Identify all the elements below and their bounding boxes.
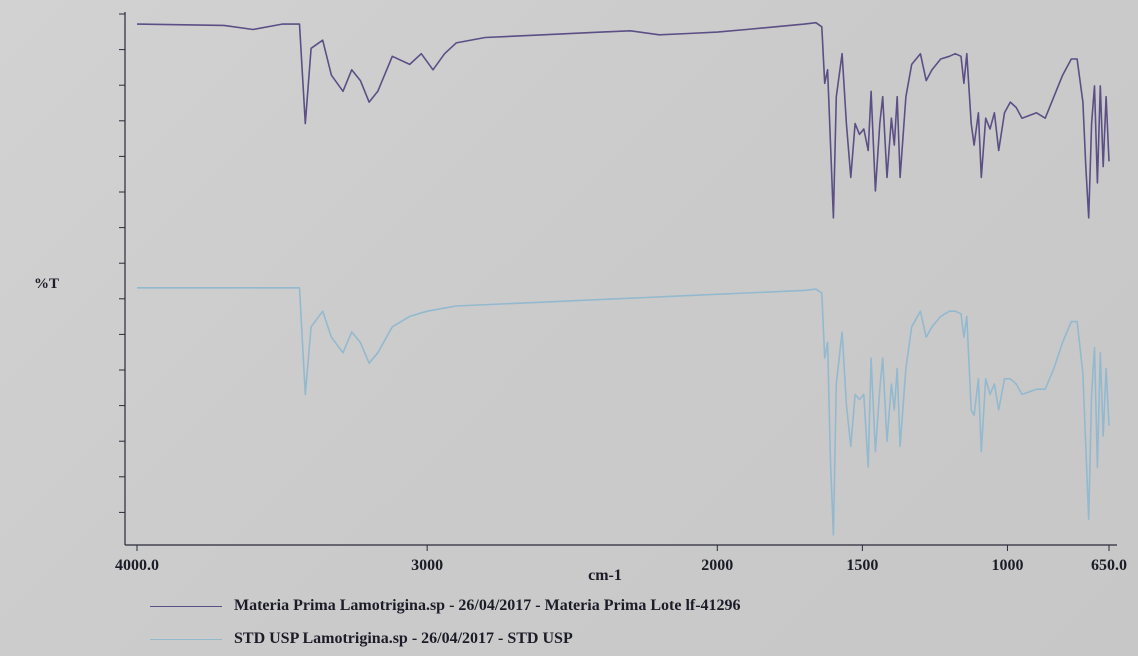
y-ticks <box>119 13 125 513</box>
legend-label: STD USP Lamotrigina.sp - 26/04/2017 - ST… <box>234 630 573 647</box>
x-tick-label: 3000 <box>411 557 443 574</box>
x-tick-label: 650.0 <box>1091 557 1127 574</box>
x-tick-label: 2000 <box>701 557 733 574</box>
x-tick-label: 4000.0 <box>115 557 159 574</box>
legend-entry-2: STD USP Lamotrigina.sp - 26/04/2017 - ST… <box>150 630 573 648</box>
x-tick-label: 1000 <box>991 557 1023 574</box>
legend-swatch <box>150 605 222 607</box>
series-line-2 <box>137 287 1110 536</box>
y-axis-label: %T <box>34 276 59 292</box>
legend-entry-1: Materia Prima Lamotrigina.sp - 26/04/201… <box>150 597 741 615</box>
legend-label: Materia Prima Lamotrigina.sp - 26/04/201… <box>234 597 741 614</box>
x-ticks: 4000.0 3000 2000 1500 1000 650.0 <box>115 545 1127 574</box>
x-tick-label: 1500 <box>846 557 878 574</box>
series-lines <box>136 21 1110 536</box>
x-axis-label: cm-1 <box>588 567 622 584</box>
series-line-1 <box>136 21 1110 219</box>
legend-swatch <box>150 638 222 640</box>
plot-frame <box>124 12 1117 546</box>
